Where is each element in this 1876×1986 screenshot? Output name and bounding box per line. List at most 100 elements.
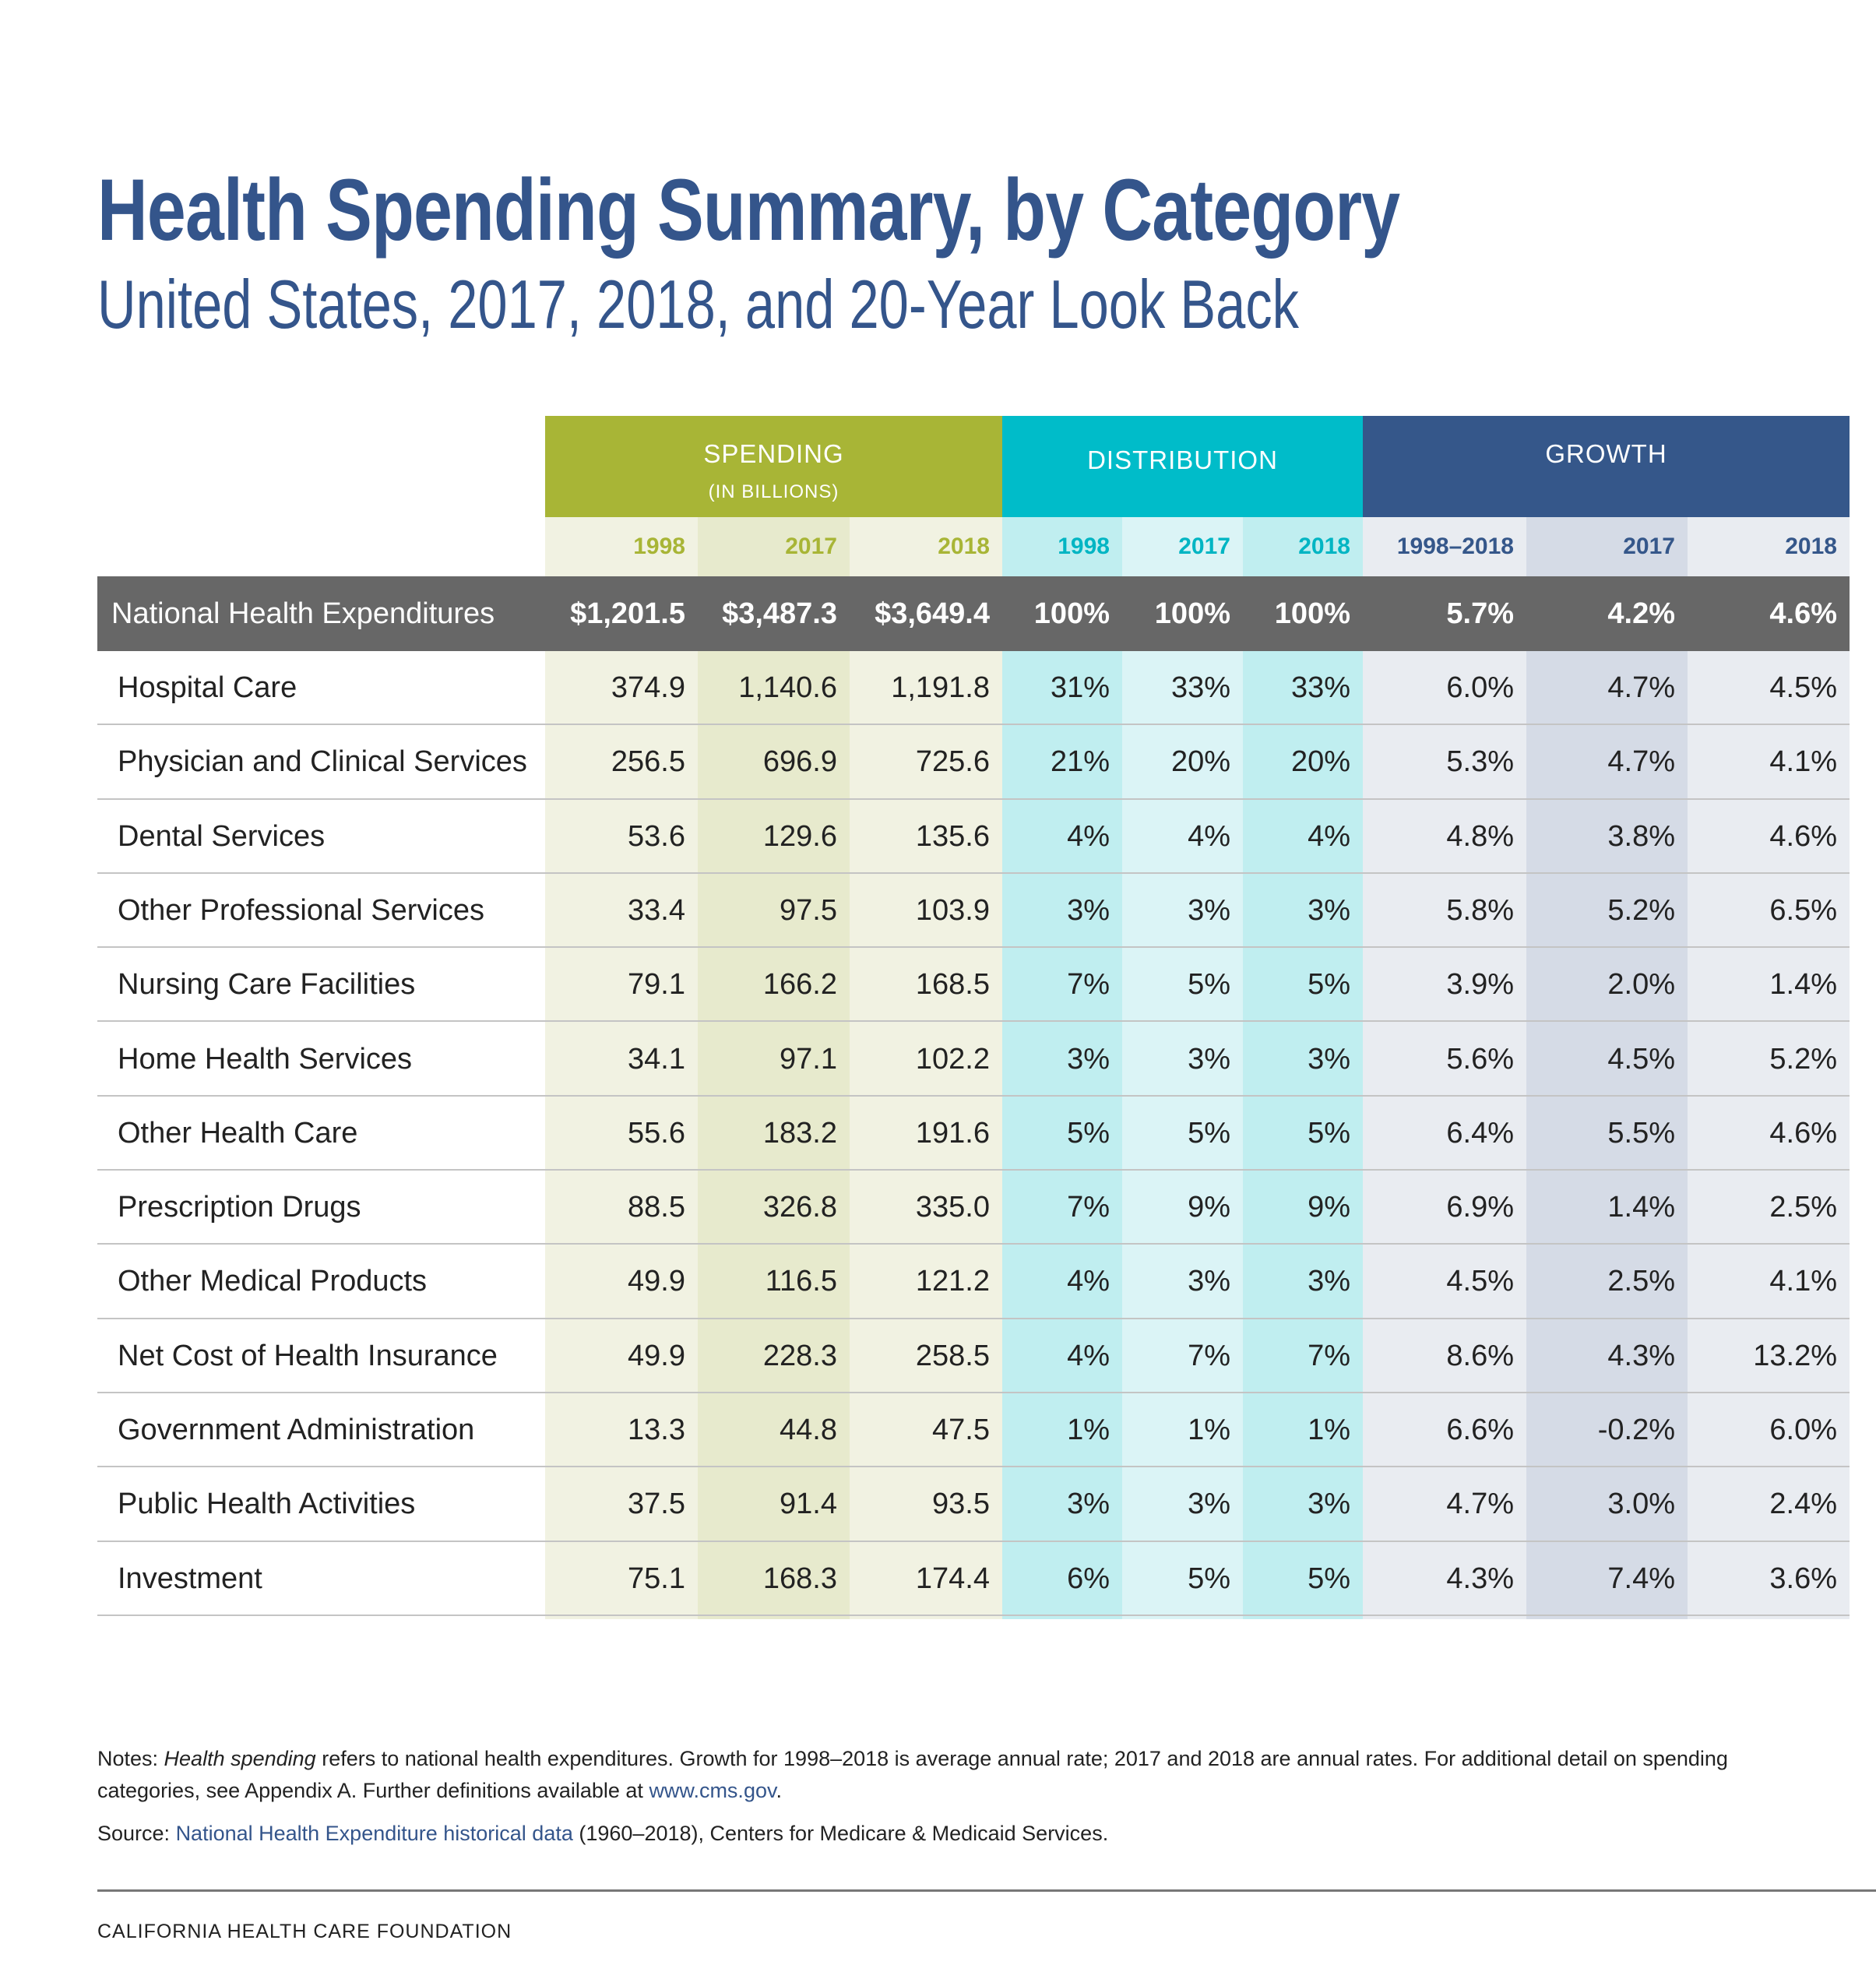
cell-value: 44.8: [780, 1414, 837, 1446]
cell-value: 21%: [1050, 745, 1110, 779]
cell-value: -0.2%: [1597, 1414, 1675, 1446]
cell-value: 8.6%: [1446, 1339, 1514, 1372]
year-header: 1998: [1058, 533, 1110, 559]
column-background: [1526, 517, 1688, 1619]
table-row: Other Medical Products 49.9 116.5 121.2 4% 3%…: [97, 1245, 1850, 1319]
table-row: Public Health Activities 37.5 91.4 93.5 3% 3%…: [97, 1467, 1850, 1542]
cell-value: 20%: [1290, 745, 1350, 779]
year-header: 2017: [785, 533, 837, 559]
total-row-label: National Health Expenditures: [111, 597, 495, 630]
total-value: $3,649.4: [875, 597, 990, 630]
column-background: [545, 517, 698, 1619]
cell-value: 4%: [1067, 1339, 1110, 1372]
cell-value: 135.6: [915, 819, 990, 853]
cell-value: 174.4: [915, 1562, 990, 1595]
year-header: 2018: [1298, 533, 1350, 559]
growth-group-header: GROWTH: [1363, 416, 1850, 517]
total-value: 4.6%: [1769, 597, 1837, 630]
row-label: Nursing Care Facilities: [118, 968, 416, 1002]
cell-value: 6.6%: [1446, 1414, 1514, 1446]
cell-value: 13.2%: [1753, 1339, 1837, 1372]
cell-value: 183.2: [762, 1116, 837, 1150]
row-label: Hospital Care: [118, 671, 297, 704]
cell-value: 75.1: [628, 1562, 685, 1595]
column-background: [1363, 517, 1526, 1619]
total-value: 5.7%: [1446, 597, 1514, 630]
cell-value: 4%: [1188, 819, 1230, 853]
table-row: Nursing Care Facilities 79.1 166.2 168.5 7% 5…: [97, 948, 1850, 1023]
cell-value: 4.6%: [1769, 1116, 1837, 1150]
cell-value: 5%: [1188, 1116, 1230, 1150]
cell-value: 55.6: [628, 1116, 685, 1150]
cell-value: 4.5%: [1607, 1042, 1675, 1076]
total-value: $3,487.3: [722, 597, 837, 630]
table-row: Other Health Care 55.6 183.2 191.6 5% 5% 5% 6.4…: [97, 1097, 1850, 1171]
year-header: 1998–2018: [1396, 533, 1514, 559]
spending-sublabel: (IN BILLIONS): [708, 481, 839, 502]
cell-value: 1%: [1308, 1414, 1350, 1446]
notes-end: .: [776, 1779, 782, 1802]
cell-value: 33.4: [628, 893, 685, 927]
cell-value: 4.3%: [1446, 1562, 1514, 1595]
row-label: Investment: [118, 1562, 262, 1595]
cell-value: 4%: [1067, 819, 1110, 853]
footer-org: CALIFORNIA HEALTH CARE FOUNDATION: [97, 1921, 512, 1942]
cell-value: 2.4%: [1769, 1488, 1837, 1521]
cell-value: 93.5: [932, 1488, 990, 1521]
cell-value: 3.0%: [1607, 1488, 1675, 1521]
source-link[interactable]: National Health Expenditure historical d…: [175, 1822, 573, 1845]
cell-value: 7.4%: [1607, 1562, 1675, 1595]
source-prefix: Source:: [97, 1822, 176, 1845]
table-row: Home Health Services 34.1 97.1 102.2 3% 3% 3% 5…: [97, 1023, 1850, 1097]
table-row: Investment 75.1 168.3 174.4 6% 5% 5% 4.3% 7.4% 3.…: [97, 1542, 1850, 1616]
notes-line-2: categories, see Appendix A. Further defi…: [97, 1779, 782, 1803]
cell-value: 168.3: [762, 1562, 837, 1595]
cell-value: 4.1%: [1769, 745, 1837, 779]
notes-italic: Health spending: [164, 1747, 316, 1770]
year-header: 1998: [633, 533, 685, 559]
cell-value: 2.0%: [1607, 968, 1675, 1002]
cell-value: 7%: [1188, 1339, 1230, 1372]
cell-value: 91.4: [780, 1488, 837, 1521]
cell-value: 3%: [1308, 893, 1350, 927]
cell-value: 1,191.8: [891, 671, 990, 704]
cell-value: 97.5: [780, 893, 837, 927]
cell-value: 33%: [1170, 671, 1230, 704]
cell-value: 88.5: [628, 1191, 685, 1224]
cell-value: 7%: [1067, 1191, 1110, 1224]
cms-link[interactable]: www.cms.gov: [649, 1779, 776, 1802]
cell-value: 31%: [1050, 671, 1110, 704]
row-label: Other Health Care: [118, 1116, 358, 1150]
row-label: Home Health Services: [118, 1042, 413, 1076]
column-background: [1243, 517, 1363, 1619]
cell-value: 47.5: [932, 1414, 990, 1446]
notes-text-2: categories, see Appendix A. Further defi…: [97, 1779, 649, 1802]
cell-value: 20%: [1170, 745, 1230, 779]
cell-value: 5.6%: [1446, 1042, 1514, 1076]
cell-value: 116.5: [765, 1265, 837, 1298]
cell-value: 1%: [1067, 1414, 1110, 1446]
cell-value: 5%: [1308, 1562, 1350, 1595]
cell-value: 3%: [1308, 1265, 1350, 1298]
notes-prefix: Notes:: [97, 1747, 164, 1770]
total-value: $1,201.5: [570, 597, 685, 630]
footer-divider: [97, 1889, 1876, 1892]
cell-value: 5%: [1308, 1116, 1350, 1150]
spending-label: SPENDING: [703, 439, 844, 468]
table-row: Hospital Care 374.9 1,140.6 1,191.8 31% 33% 33…: [97, 651, 1850, 726]
column-background: [850, 517, 1002, 1619]
row-label: Government Administration: [118, 1414, 475, 1446]
cell-value: 9%: [1308, 1191, 1350, 1224]
cell-value: 4.1%: [1769, 1265, 1837, 1298]
cell-value: 3.8%: [1607, 819, 1675, 853]
cell-value: 256.5: [611, 745, 685, 779]
cell-value: 6.5%: [1769, 893, 1837, 927]
notes-line-1: Notes: Health spending refers to nationa…: [97, 1747, 1728, 1771]
row-label: Dental Services: [118, 819, 326, 853]
cell-value: 13.3: [628, 1414, 685, 1446]
distribution-group-header: DISTRIBUTION: [1002, 416, 1363, 517]
cell-value: 2.5%: [1607, 1265, 1675, 1298]
cell-value: 9%: [1188, 1191, 1230, 1224]
cell-value: 6.9%: [1446, 1191, 1514, 1224]
cell-value: 53.6: [628, 819, 685, 853]
